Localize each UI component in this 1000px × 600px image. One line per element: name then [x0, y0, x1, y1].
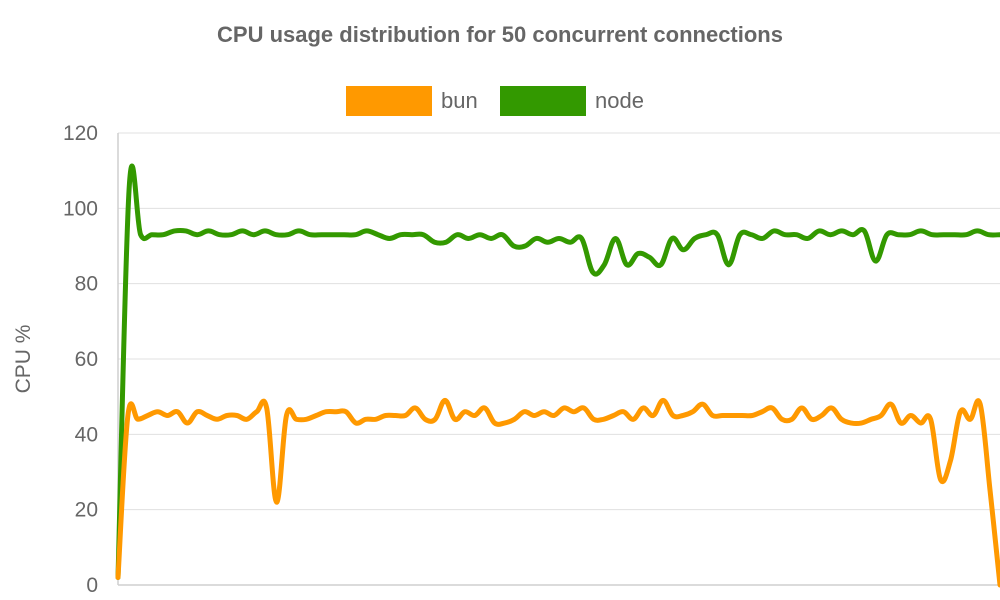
series-line-bun[interactable]: [115, 397, 1000, 588]
legend-swatch-node[interactable]: [500, 86, 586, 116]
y-axis-label: CPU %: [12, 325, 35, 394]
legend-label-bun[interactable]: bun: [441, 88, 478, 113]
y-tick-label: 100: [63, 197, 98, 220]
y-tick-label: 80: [75, 273, 98, 296]
y-axis-ticks: 0 20 40 60 80 100 120: [63, 122, 98, 597]
y-tick-label: 120: [63, 122, 98, 145]
y-tick-label: 20: [75, 499, 98, 522]
y-tick-label: 40: [75, 423, 98, 446]
grid: [118, 132, 1000, 586]
series-line-node[interactable]: [115, 163, 1000, 580]
legend-swatch-bun[interactable]: [346, 86, 432, 116]
legend: bun node: [346, 86, 644, 116]
series: [115, 163, 1000, 588]
legend-label-node[interactable]: node: [595, 88, 644, 113]
y-tick-label: 60: [75, 348, 98, 371]
chart-title: CPU usage distribution for 50 concurrent…: [217, 22, 783, 47]
y-tick-label: 0: [86, 574, 98, 597]
